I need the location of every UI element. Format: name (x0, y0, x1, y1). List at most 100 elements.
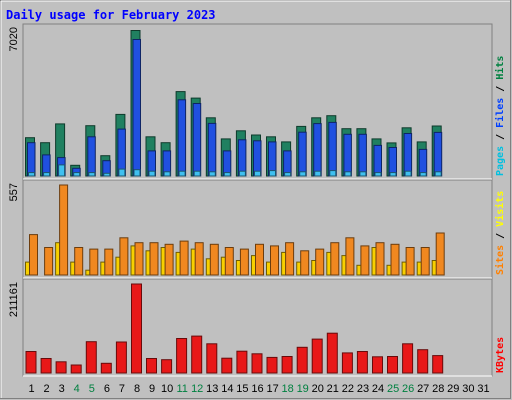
x-tick-label-2: 2 (44, 383, 50, 395)
chart-title: Daily usage for February 2023 (6, 8, 216, 22)
bar-files-day-24 (373, 144, 382, 177)
bar-pages-day-28 (434, 171, 442, 177)
bar-files-day-1 (27, 142, 36, 177)
bar-files-day-23 (358, 133, 367, 177)
bar-sites-day-1 (29, 234, 38, 276)
x-tick-label-4: 4 (74, 383, 80, 395)
bar-kbytes-day-12 (191, 335, 203, 374)
x-tick-label-15: 15 (236, 383, 248, 395)
x-tick-label-1: 1 (28, 383, 34, 395)
bar-pages-day-25 (389, 172, 397, 177)
bar-pages-day-9 (148, 170, 156, 177)
legend-item-hits: Hits (494, 56, 506, 80)
bar-pages-day-11 (178, 170, 186, 177)
y-max-label: 211161 (8, 282, 20, 317)
bar-kbytes-day-24 (372, 356, 383, 374)
bar-pages-day-26 (404, 170, 412, 177)
bar-files-day-12 (192, 103, 202, 177)
x-tick-label-30: 30 (462, 383, 474, 395)
legend-separator: / (495, 227, 506, 245)
bar-pages-day-8 (133, 169, 141, 177)
panel-hits-files-pages: 7020 Pages / Files / Hits (8, 23, 506, 180)
bar-sites-day-18 (285, 242, 295, 276)
bar-kbytes-day-21 (326, 332, 338, 374)
bar-files-day-22 (343, 133, 352, 177)
bar-files-day-5 (87, 136, 96, 177)
x-tick-label-16: 16 (251, 383, 263, 395)
panel-sites-visits: 557 Sites / Visits (8, 179, 506, 279)
bar-sites-day-21 (330, 242, 340, 276)
bar-kbytes-day-13 (206, 343, 218, 374)
bar-pages-day-12 (193, 170, 201, 177)
bar-sites-day-14 (224, 247, 234, 276)
bar-sites-day-10 (164, 243, 174, 276)
x-tick-label-25: 25 (387, 383, 399, 395)
bar-pages-day-20 (314, 170, 322, 177)
bar-sites-day-20 (315, 248, 325, 276)
bar-sites-day-26 (405, 247, 415, 276)
y-max-label: 7020 (8, 27, 20, 51)
bar-pages-day-1 (28, 172, 35, 177)
bar-sites-day-8 (134, 242, 144, 276)
bar-files-day-11 (177, 99, 187, 177)
x-tick-label-12: 12 (191, 383, 203, 395)
x-tick-label-8: 8 (134, 383, 140, 395)
bar-kbytes-day-3 (55, 361, 67, 374)
bar-files-day-26 (403, 133, 413, 177)
bar-kbytes-day-15 (236, 350, 248, 374)
bar-sites-day-13 (209, 243, 219, 276)
bar-kbytes-day-14 (221, 357, 233, 374)
bar-sites-day-9 (149, 242, 159, 276)
bar-pages-day-19 (299, 171, 307, 177)
bar-sites-day-11 (179, 240, 189, 276)
bar-pages-day-21 (329, 170, 337, 177)
bar-kbytes-day-5 (85, 341, 97, 374)
bar-pages-day-5 (88, 172, 96, 177)
bar-sites-day-16 (255, 243, 264, 276)
bar-kbytes-day-8 (131, 283, 142, 374)
legend-item-files: Files (494, 98, 506, 128)
x-tick-label-24: 24 (372, 383, 384, 395)
bar-sites-day-17 (270, 245, 279, 276)
bar-kbytes-day-23 (356, 351, 368, 374)
bar-kbytes-day-27 (417, 349, 429, 374)
legend-kbytes: KBytes (495, 337, 506, 373)
bar-files-day-13 (207, 122, 217, 177)
x-tick-label-13: 13 (206, 383, 218, 395)
bar-sites-day-3 (59, 184, 69, 276)
bar-kbytes-day-19 (296, 346, 308, 374)
bar-kbytes-day-20 (311, 338, 323, 374)
x-tick-label-7: 7 (119, 383, 125, 395)
bar-pages-day-7 (118, 168, 126, 177)
x-tick-label-14: 14 (221, 383, 233, 395)
x-tick-label-9: 9 (149, 383, 155, 395)
bar-files-day-25 (388, 147, 397, 177)
x-tick-label-29: 29 (447, 383, 459, 395)
x-tick-label-17: 17 (266, 383, 278, 395)
bar-kbytes-day-18 (281, 356, 293, 374)
bar-pages-day-27 (419, 172, 427, 177)
bar-sites-day-24 (375, 242, 385, 276)
x-tick-label-5: 5 (89, 383, 95, 395)
bar-files-day-19 (298, 131, 307, 177)
bar-sites-day-15 (239, 248, 249, 276)
bar-sites-day-2 (44, 247, 54, 276)
bar-sites-day-5 (89, 248, 99, 276)
x-tick-label-23: 23 (357, 383, 369, 395)
bar-kbytes-day-28 (432, 355, 444, 374)
legend-item-kbytes: KBytes (495, 337, 506, 373)
bar-files-day-15 (237, 139, 247, 177)
legend-hits-files-pages: Pages / Files / Hits (494, 56, 506, 176)
x-tick-label-3: 3 (59, 383, 65, 395)
bar-pages-day-17 (269, 170, 276, 177)
bar-pages-day-4 (73, 172, 81, 177)
bar-sites-day-4 (74, 247, 84, 276)
x-tick-label-27: 27 (417, 383, 429, 395)
bar-kbytes-day-9 (146, 358, 157, 374)
x-tick-label-31: 31 (477, 383, 489, 395)
panel-kbytes: 211161 KBytes (8, 278, 506, 377)
bar-kbytes-day-4 (70, 364, 82, 374)
bar-pages-day-10 (163, 171, 171, 177)
bar-kbytes-day-17 (266, 356, 278, 374)
